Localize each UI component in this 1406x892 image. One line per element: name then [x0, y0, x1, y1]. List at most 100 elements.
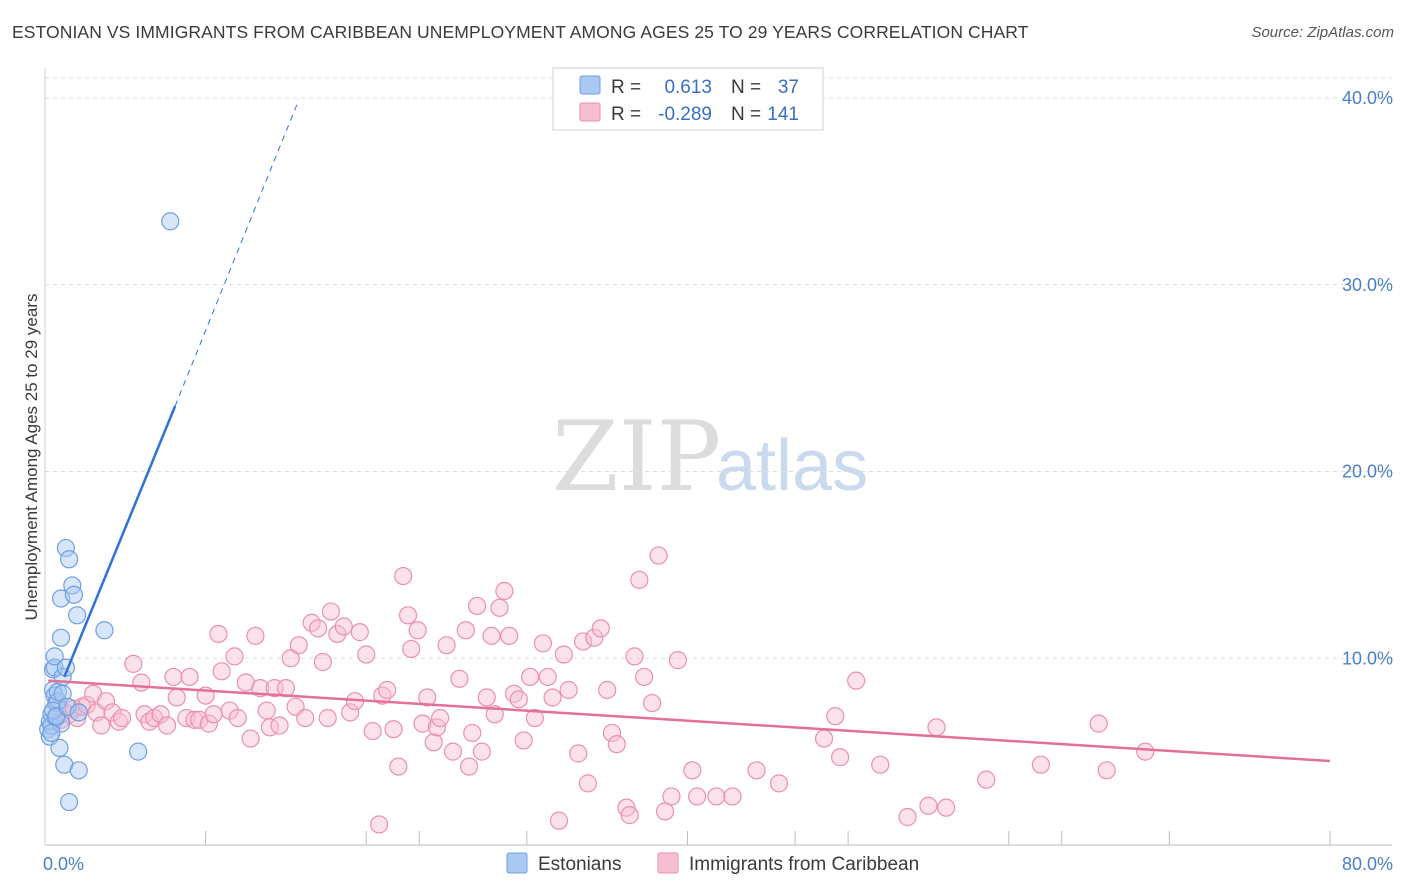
caribbean-point — [688, 787, 707, 806]
estonians-point — [129, 742, 148, 761]
caribbean-point — [585, 628, 604, 647]
chart-source: Source: ZipAtlas.com — [1251, 24, 1394, 41]
estonians-point — [45, 647, 64, 666]
caribbean-point — [209, 624, 228, 644]
estonians-point — [43, 701, 63, 720]
caribbean-point — [357, 645, 376, 664]
caribbean-point — [167, 688, 186, 707]
caribbean-point — [598, 680, 617, 700]
caribbean-point — [668, 651, 687, 670]
watermark-atlas: atlas — [716, 426, 868, 506]
caribbean-point — [389, 757, 408, 776]
caribbean-point — [418, 688, 437, 707]
caribbean-point — [350, 623, 369, 642]
caribbean-point — [394, 566, 413, 586]
caribbean-point — [578, 774, 598, 793]
legend-n-value-1: 37 — [778, 77, 799, 98]
x-tick-labels: 0.0% 80.0% — [43, 854, 1393, 874]
caribbean-point — [164, 667, 183, 687]
caribbean-point — [495, 581, 514, 601]
legend-n-label-1: N = — [731, 77, 761, 98]
chart-title: ESTONIAN VS IMMIGRANTS FROM CARIBBEAN UN… — [12, 22, 1029, 42]
caribbean-point — [520, 667, 540, 687]
caribbean-point — [569, 744, 588, 763]
watermark-zip: ZIP — [552, 401, 721, 513]
caribbean-point — [398, 606, 418, 625]
legend-r-label-2: R = — [611, 104, 641, 125]
estonians-trend-line — [63, 405, 177, 678]
caribbean-point — [919, 796, 938, 815]
estonians-point — [69, 703, 88, 722]
caribbean-point — [1031, 755, 1050, 774]
caribbean-point — [180, 667, 199, 687]
caribbean-point — [204, 705, 223, 724]
estonians-point — [51, 628, 71, 647]
estonians-trend-extension — [174, 99, 300, 407]
caribbean-point — [408, 621, 427, 640]
x-tick-label: 80.0% — [1342, 854, 1393, 874]
caribbean-point — [630, 570, 649, 589]
caribbean-point — [363, 721, 382, 741]
caribbean-point — [437, 636, 456, 655]
caribbean-point — [977, 770, 996, 789]
series-legend: Estonians Immigrants from Caribbean — [506, 852, 919, 875]
caribbean-point — [424, 733, 443, 752]
caribbean-point — [251, 679, 270, 698]
caribbean-point — [157, 716, 177, 735]
caribbean-point — [937, 798, 956, 817]
caribbean-point — [92, 716, 111, 735]
y-tick-label: 10.0% — [1342, 648, 1393, 668]
caribbean-point — [212, 662, 231, 681]
estonians-point — [59, 792, 79, 812]
caribbean-point — [1097, 761, 1116, 780]
caribbean-point — [308, 619, 328, 638]
legend-r-value-2: -0.289 — [658, 104, 712, 125]
caribbean-trend-line — [48, 679, 1331, 763]
estonians-point — [50, 738, 69, 757]
estonians-point — [69, 761, 88, 780]
caribbean-point — [525, 708, 545, 728]
caribbean-point — [538, 667, 557, 687]
y-tick-labels: 10.0% 20.0% 30.0% 40.0% — [1342, 88, 1393, 668]
caribbean-point — [318, 708, 337, 728]
estonians-point — [95, 621, 114, 640]
caribbean-point — [847, 671, 866, 690]
caribbean-point — [500, 626, 519, 645]
caribbean-point — [443, 742, 463, 761]
y-axis-label: Unemployment Among Ages 25 to 29 years — [22, 294, 41, 621]
caribbean-point — [643, 693, 662, 713]
legend-estonians-swatch-icon — [506, 852, 528, 874]
caribbean-point — [533, 634, 553, 653]
caribbean-point — [514, 731, 533, 750]
caribbean-point — [241, 729, 260, 748]
y-tick-label: 40.0% — [1342, 88, 1393, 108]
caribbean-point — [456, 621, 475, 640]
caribbean-point — [826, 707, 845, 726]
caribbean-point — [504, 684, 524, 703]
caribbean-point — [477, 688, 496, 707]
caribbean-point — [257, 701, 276, 720]
caribbean-point — [132, 673, 151, 692]
caribbean-point — [549, 811, 569, 830]
legend-estonians-label: Estonians — [538, 854, 621, 875]
caribbean-point — [185, 710, 204, 729]
caribbean-point — [413, 714, 432, 733]
estonians-point — [58, 697, 77, 716]
caribbean-point — [649, 546, 668, 565]
caribbean-point — [607, 735, 626, 754]
caribbean-point — [281, 649, 300, 668]
estonians-point — [68, 606, 87, 625]
caribbean-point — [769, 774, 789, 793]
caribbean-point — [378, 680, 397, 700]
caribbean-point — [103, 703, 122, 722]
caribbean-point — [463, 723, 482, 743]
estonians-point — [56, 538, 75, 558]
legend-caribbean-swatch-icon — [657, 852, 679, 874]
caribbean-point — [830, 748, 850, 767]
caribbean-point — [199, 714, 218, 733]
caribbean-point — [814, 729, 834, 748]
caribbean-point — [1089, 714, 1108, 733]
caribbean-point — [620, 806, 639, 825]
caribbean-point — [124, 654, 143, 673]
